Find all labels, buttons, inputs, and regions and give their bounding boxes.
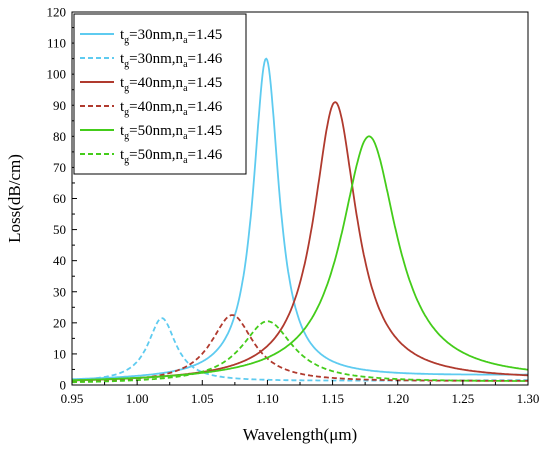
x-tick-label: 0.95 bbox=[61, 391, 84, 406]
legend: tg=30nm,na=1.45tg=30nm,na=1.46tg=40nm,na… bbox=[73, 13, 247, 175]
legend-label-part: =30nm,n bbox=[129, 51, 183, 67]
y-tick-label: 110 bbox=[47, 36, 66, 51]
y-tick-label: 50 bbox=[53, 222, 66, 237]
legend-label-part: a bbox=[183, 35, 188, 46]
x-tick-label: 1.10 bbox=[256, 391, 279, 406]
series-line-1 bbox=[72, 57, 528, 381]
y-tick-label: 100 bbox=[47, 67, 67, 82]
x-tick-label: 1.30 bbox=[517, 391, 540, 406]
y-tick-label: 10 bbox=[53, 346, 66, 361]
legend-label-part: a bbox=[183, 83, 188, 94]
legend-label-part: t bbox=[120, 123, 125, 139]
legend-label-part: g bbox=[124, 155, 129, 166]
legend-label-part: =1.45 bbox=[188, 75, 223, 91]
series-line-5 bbox=[72, 135, 529, 382]
y-tick-label: 0 bbox=[60, 378, 67, 393]
legend-label: tg=50nm,na=1.45 bbox=[120, 123, 222, 142]
y-tick-label: 70 bbox=[53, 160, 66, 175]
legend-label-part: t bbox=[120, 51, 125, 67]
legend-label-part: g bbox=[124, 131, 129, 142]
legend-label-part: t bbox=[120, 147, 125, 163]
legend-label-part: =30nm,n bbox=[129, 27, 183, 43]
series-line-6 bbox=[72, 320, 528, 384]
legend-label-part: a bbox=[183, 155, 188, 166]
legend-label-part: =1.46 bbox=[188, 51, 223, 67]
x-tick-label: 1.20 bbox=[386, 391, 409, 406]
legend-label: tg=30nm,na=1.46 bbox=[120, 51, 223, 70]
y-tick-label: 40 bbox=[53, 253, 66, 268]
y-tick-label: 60 bbox=[53, 191, 66, 206]
legend-label-part: =40nm,n bbox=[129, 75, 183, 91]
legend-label: tg=50nm,na=1.46 bbox=[120, 147, 223, 166]
legend-box bbox=[73, 13, 247, 175]
legend-label-part: t bbox=[120, 99, 125, 115]
y-axis-title: Loss(dB/cm) bbox=[5, 154, 24, 243]
y-tick-label: 30 bbox=[53, 284, 66, 299]
x-tick-label: 1.15 bbox=[321, 391, 344, 406]
legend-label-part: =1.46 bbox=[188, 147, 223, 163]
y-tick-label: 80 bbox=[53, 129, 66, 144]
legend-label-part: g bbox=[124, 59, 129, 70]
series-line-4 bbox=[72, 314, 529, 383]
y-axis: 0 10 20 30 40 50 60 70 80 90 100 110 120 bbox=[47, 5, 77, 393]
legend-label: tg=40nm,na=1.46 bbox=[120, 99, 223, 118]
plot-area bbox=[72, 57, 529, 384]
legend-label-part: t bbox=[120, 27, 125, 43]
y-tick-label: 120 bbox=[47, 5, 67, 20]
legend-label-part: =1.46 bbox=[188, 99, 223, 115]
x-tick-label: 1.25 bbox=[451, 391, 474, 406]
y-tick-label: 90 bbox=[53, 98, 66, 113]
legend-label-part: =50nm,n bbox=[129, 147, 183, 163]
legend-label-part: g bbox=[124, 83, 129, 94]
y-tick-label: 20 bbox=[53, 315, 66, 330]
legend-label-part: g bbox=[124, 107, 129, 118]
legend-label-part: =1.45 bbox=[188, 123, 223, 139]
series-line-2 bbox=[72, 317, 528, 382]
legend-label: tg=30nm,na=1.45 bbox=[120, 27, 222, 46]
legend-label-part: g bbox=[124, 35, 129, 46]
x-tick-label: 1.05 bbox=[191, 391, 214, 406]
legend-label-part: =50nm,n bbox=[129, 123, 183, 139]
legend-label-part: a bbox=[183, 59, 188, 70]
legend-label-part: =40nm,n bbox=[129, 99, 183, 115]
legend-label-part: =1.45 bbox=[188, 27, 223, 43]
legend-label-part: a bbox=[183, 131, 188, 142]
legend-label-part: t bbox=[120, 75, 125, 91]
x-axis-title: Wavelength(μm) bbox=[243, 425, 357, 444]
legend-label: tg=40nm,na=1.45 bbox=[120, 75, 222, 94]
x-axis: 0.95 1.00 1.05 1.10 1.15 1.20 1.25 1.30 bbox=[61, 380, 540, 406]
legend-label-part: a bbox=[183, 107, 188, 118]
x-tick-label: 1.00 bbox=[126, 391, 149, 406]
